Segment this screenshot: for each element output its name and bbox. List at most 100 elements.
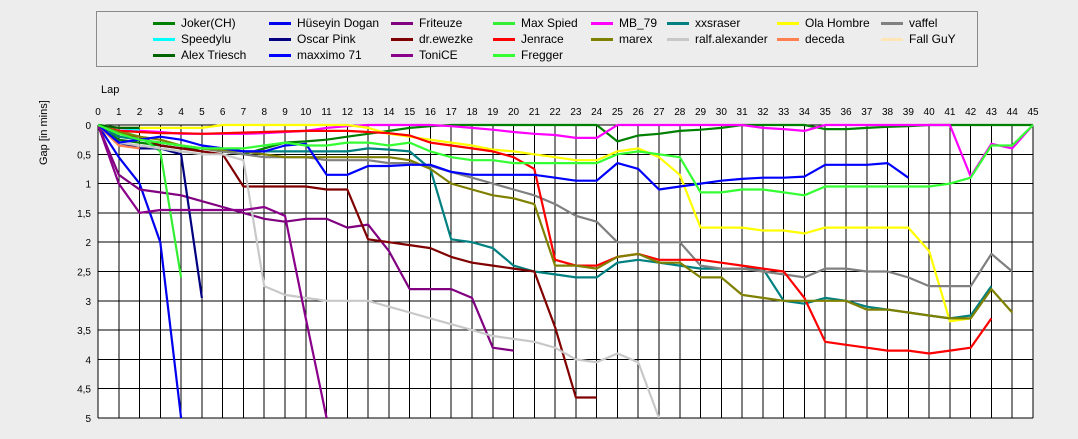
y-tick-label: 4,5: [77, 385, 91, 396]
x-tick-label: 23: [570, 107, 582, 118]
legend-label: Friteuze: [419, 16, 463, 30]
legend-swatch: [153, 22, 175, 25]
legend-label: ralf.alexander: [695, 32, 768, 46]
x-tick-label: 39: [903, 107, 915, 118]
legend-label: Fregger: [521, 48, 564, 62]
legend-label: deceda: [805, 32, 845, 46]
legend-swatch: [153, 38, 175, 41]
legend-label: vaffel: [909, 16, 938, 30]
series-line: [98, 123, 993, 355]
legend-label: maxximo 71: [297, 48, 362, 62]
x-tick-label: 2: [137, 107, 143, 118]
legend-swatch: [881, 38, 903, 41]
x-tick-label: 10: [300, 107, 312, 118]
x-tick-label: 40: [924, 107, 936, 118]
y-tick-label: 2: [85, 238, 91, 249]
x-tick-label: 28: [674, 107, 686, 118]
legend-label: Jenrace: [521, 32, 564, 46]
x-tick-label: 29: [695, 107, 707, 118]
series-line: [98, 123, 597, 399]
x-tick-label: 38: [882, 107, 894, 118]
y-tick-label: 4: [85, 355, 91, 366]
legend-label: xxsraser: [695, 16, 741, 30]
legend-swatch: [777, 22, 799, 25]
series-line: [98, 123, 140, 130]
x-tick-label: 5: [199, 107, 205, 118]
legend-swatch: [391, 22, 413, 25]
x-tick-label: 33: [778, 107, 790, 118]
x-tick-label: 19: [487, 107, 499, 118]
series-line: [98, 123, 1034, 197]
x-tick-label: 13: [363, 107, 375, 118]
legend-swatch: [269, 22, 291, 25]
legend-swatch: [591, 38, 613, 41]
legend-swatch: [493, 38, 515, 41]
y-tick-label: 2,5: [77, 268, 91, 279]
y-tick-label: 0: [85, 121, 91, 132]
y-tick-label: 1,5: [77, 209, 91, 220]
series-line: [98, 124, 328, 418]
series-line: [98, 124, 183, 418]
x-tick-label: 8: [261, 107, 267, 118]
x-tick-label: 43: [986, 107, 998, 118]
legend-label: ToniCE: [419, 48, 458, 62]
y-tick-label: 1: [85, 180, 91, 191]
series-line: [98, 123, 1034, 178]
x-tick-label: 3: [158, 107, 164, 118]
x-tick-label: 16: [425, 107, 437, 118]
y-tick-label: 3: [85, 297, 91, 308]
legend-label: dr.ewezke: [419, 32, 474, 46]
x-tick-label: 20: [508, 107, 520, 118]
legend-swatch: [881, 22, 903, 25]
x-tick-label: 7: [241, 107, 247, 118]
legend-swatch: [667, 22, 689, 25]
series-line: [98, 124, 909, 191]
chart-legend: Joker(CH) Hüseyin Dogan Friteuze Max Spied M…: [96, 11, 978, 67]
legend-label: Alex Triesch: [181, 48, 247, 62]
x-tick-label: 0: [95, 107, 101, 118]
legend-label: MB_79: [619, 16, 658, 30]
legend-swatch: [667, 38, 689, 41]
legend-swatch: [391, 54, 413, 57]
legend-swatch: [153, 54, 175, 57]
x-tick-label: 14: [383, 107, 395, 118]
x-tick-label: 35: [820, 107, 832, 118]
x-tick-label: 22: [550, 107, 562, 118]
series-line: [98, 123, 1013, 288]
y-tick-label: 3,5: [77, 326, 91, 337]
legend-label: Ola Hombre: [805, 16, 870, 30]
legend-label: Fall GuY: [909, 32, 956, 46]
legend-label: marex: [619, 32, 653, 46]
series-line: [98, 124, 661, 418]
legend-label: Speedylu: [181, 32, 232, 46]
x-tick-label: 17: [446, 107, 458, 118]
x-tick-label: 36: [840, 107, 852, 118]
x-tick-label: 12: [342, 107, 354, 118]
x-tick-label: 11: [321, 107, 332, 118]
x-tick-label: 45: [1027, 107, 1039, 118]
x-tick-label: 9: [282, 107, 288, 118]
x-tick-label: 31: [737, 107, 749, 118]
x-tick-label: 15: [404, 107, 416, 118]
legend-label: Joker(CH): [181, 16, 236, 30]
legend-label: Hüseyin Dogan: [297, 16, 380, 30]
x-tick-label: 27: [653, 107, 665, 118]
x-tick-label: 18: [466, 107, 478, 118]
legend-label: Max Spied: [521, 16, 578, 30]
x-tick-label: 25: [612, 107, 624, 118]
legend-swatch: [269, 54, 291, 57]
x-tick-label: 44: [1007, 107, 1019, 118]
x-tick-label: 32: [757, 107, 769, 118]
x-tick-label: 4: [178, 107, 184, 118]
series-line: [98, 123, 971, 323]
x-tick-label: 21: [529, 107, 541, 118]
legend-swatch: [391, 38, 413, 41]
x-tick-label: 37: [861, 107, 873, 118]
x-tick-label: 41: [944, 107, 956, 118]
x-tick-label: 6: [220, 107, 226, 118]
x-tick-label: 26: [633, 107, 645, 118]
x-tick-label: 34: [799, 107, 811, 118]
legend-swatch: [777, 38, 799, 41]
x-tick-label: 42: [965, 107, 977, 118]
